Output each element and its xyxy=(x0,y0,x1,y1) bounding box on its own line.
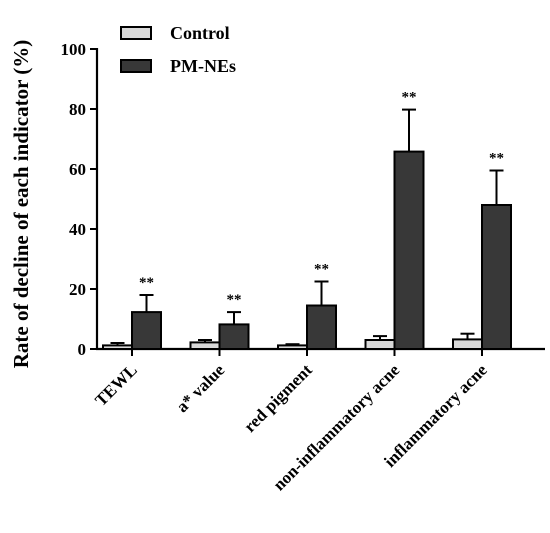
y-tick-label: 0 xyxy=(78,340,87,359)
y-axis-label: Rate of decline of each indicator (%) xyxy=(9,40,33,369)
bar-control-3 xyxy=(364,339,396,350)
bar-control-1 xyxy=(189,341,221,350)
bar-control-0 xyxy=(102,344,133,350)
bar-pm-nes-3 xyxy=(393,150,425,350)
y-tick-label: 60 xyxy=(69,160,86,179)
y-tick-label: 20 xyxy=(69,280,86,299)
category-labels: TEWL a* value red pigmentnon-inflammatory … xyxy=(91,360,491,494)
bar-pm-nes-0 xyxy=(131,311,162,351)
y-tick-label: 80 xyxy=(69,100,86,119)
legend-swatch-pm-nes xyxy=(120,59,152,73)
significance-label: ** xyxy=(489,151,504,167)
bar-control-2 xyxy=(277,344,308,350)
bar-pm-nes-1 xyxy=(218,323,250,350)
significance-label: ** xyxy=(314,262,329,278)
bar-pm-nes-2 xyxy=(306,304,337,350)
x-tick-label: a* value xyxy=(172,360,228,416)
x-tick-label: TEWL xyxy=(91,360,141,410)
significance-label: ** xyxy=(402,90,417,106)
x-tick-label: red pigment xyxy=(240,360,316,436)
legend-label: PM-NEs xyxy=(170,56,236,76)
y-tick-label: 100 xyxy=(61,40,87,59)
bar-control-4 xyxy=(452,338,483,350)
bars: ** ** ** ** ** xyxy=(102,90,512,351)
legend: Control PM-NEs xyxy=(120,23,236,76)
significance-label: ** xyxy=(227,292,242,308)
y-tick-label: 40 xyxy=(69,220,86,239)
axes: 0 20 40 60 80 100 xyxy=(61,40,545,359)
bar-pm-nes-4 xyxy=(481,204,512,350)
legend-swatch-control xyxy=(120,26,152,40)
significance-label: ** xyxy=(139,275,154,291)
legend-label: Control xyxy=(170,23,230,43)
